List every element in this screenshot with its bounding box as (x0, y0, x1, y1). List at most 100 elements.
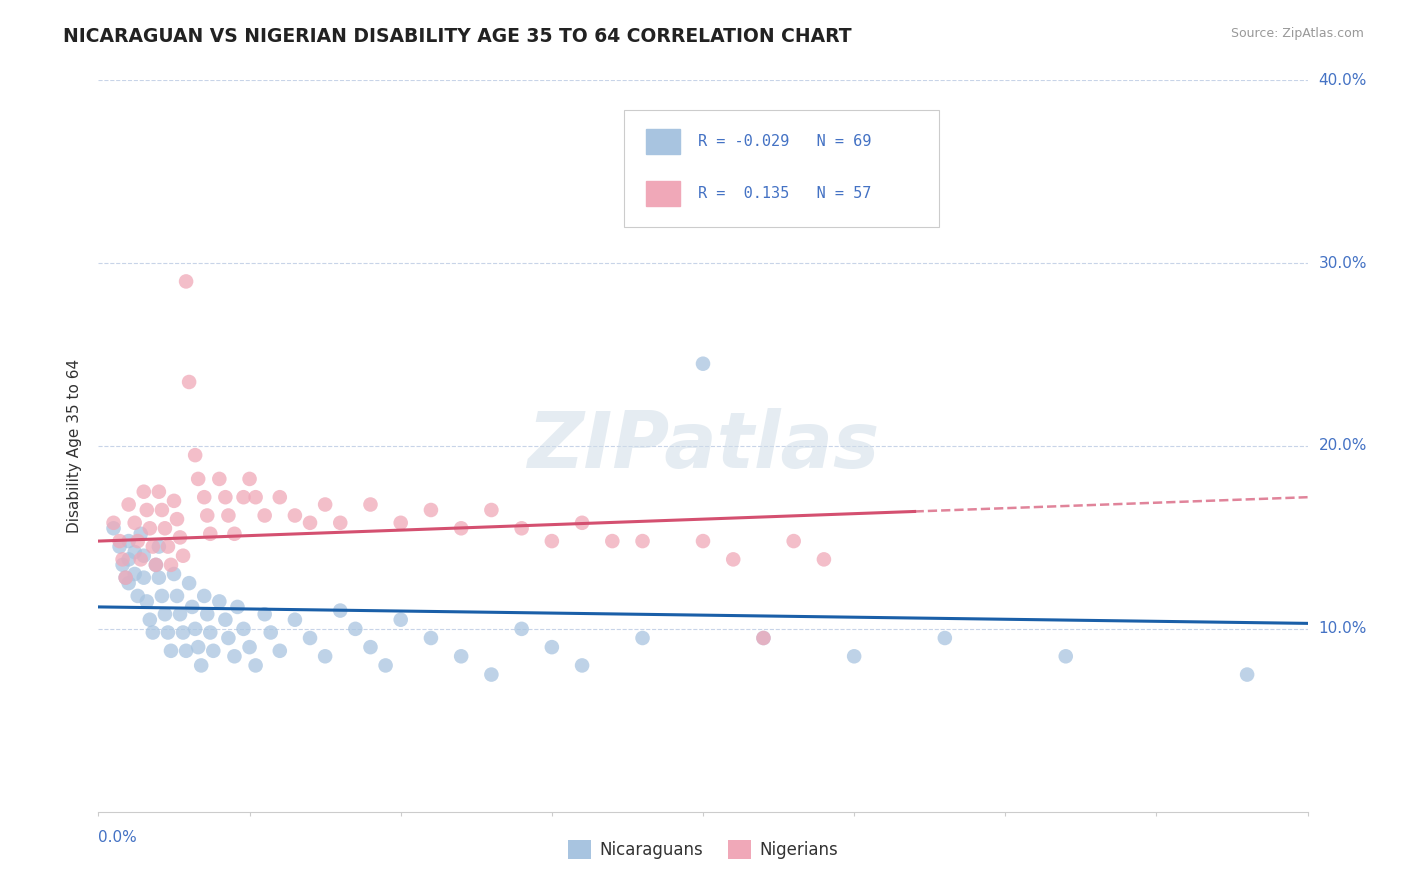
Point (103, 521, 125, 535)
Point (450, 521, 472, 535)
Point (360, 640, 382, 655)
Text: 30.0%: 30.0% (1319, 256, 1367, 270)
Point (156, 625, 179, 640)
Text: ZIPatlas: ZIPatlas (527, 408, 879, 484)
Point (124, 516, 146, 530)
Point (299, 516, 322, 530)
Point (420, 631, 443, 645)
Point (813, 552, 835, 566)
Point (118, 534, 141, 549)
Point (208, 472, 231, 486)
Point (217, 508, 239, 523)
Text: 10.0%: 10.0% (1319, 622, 1367, 636)
Point (150, 503, 173, 517)
Point (142, 625, 165, 640)
Point (329, 603, 352, 617)
Point (111, 552, 134, 566)
Point (260, 625, 283, 640)
Point (142, 540, 165, 554)
Point (934, 631, 956, 645)
Point (156, 540, 179, 554)
Point (187, 640, 209, 655)
Point (174, 644, 197, 658)
Point (132, 484, 155, 499)
Point (200, 526, 222, 541)
Point (232, 490, 254, 504)
Point (214, 490, 236, 504)
FancyBboxPatch shape (647, 181, 681, 205)
Point (344, 622, 367, 636)
Point (224, 649, 246, 664)
Point (844, 649, 866, 664)
Point (166, 512, 188, 526)
Point (360, 498, 382, 512)
Point (450, 649, 472, 664)
Point (269, 490, 291, 504)
Point (160, 558, 183, 572)
Point (172, 549, 194, 563)
Point (179, 375, 201, 389)
Text: R = -0.029   N = 69: R = -0.029 N = 69 (699, 134, 872, 149)
Point (299, 631, 322, 645)
Point (510, 521, 533, 535)
Point (631, 534, 654, 549)
Point (127, 589, 149, 603)
Point (752, 631, 775, 645)
Point (118, 552, 141, 566)
Point (224, 526, 246, 541)
Point (253, 607, 276, 622)
Point (214, 613, 236, 627)
Point (253, 508, 276, 523)
Point (208, 594, 231, 608)
Point (132, 571, 155, 585)
Point (148, 484, 170, 499)
Point (723, 552, 745, 566)
Point (420, 503, 443, 517)
Point (389, 516, 412, 530)
Point (510, 622, 533, 636)
Point (195, 508, 218, 523)
Legend: Nicaraguans, Nigerians: Nicaraguans, Nigerians (561, 833, 845, 865)
Point (200, 625, 222, 640)
FancyBboxPatch shape (624, 110, 939, 227)
Text: Source: ZipAtlas.com: Source: ZipAtlas.com (1230, 27, 1364, 40)
Point (148, 571, 170, 585)
Point (108, 534, 131, 549)
Point (129, 552, 152, 566)
Point (174, 275, 197, 289)
Text: 20.0%: 20.0% (1319, 439, 1367, 453)
Text: 40.0%: 40.0% (1319, 73, 1367, 87)
Point (145, 558, 167, 572)
Point (150, 589, 173, 603)
Point (226, 599, 249, 614)
Point (571, 516, 593, 530)
Point (374, 658, 396, 673)
Point (692, 534, 714, 549)
Point (540, 534, 562, 549)
Point (160, 644, 183, 658)
Point (217, 631, 239, 645)
Text: R =  0.135   N = 57: R = 0.135 N = 57 (699, 186, 872, 201)
Point (692, 357, 714, 371)
Point (195, 607, 218, 622)
Point (329, 516, 352, 530)
Point (540, 640, 562, 655)
Point (232, 622, 254, 636)
Point (129, 526, 152, 541)
Point (139, 521, 162, 535)
Point (163, 567, 186, 582)
Text: NICARAGUAN VS NIGERIAN DISABILITY AGE 35 TO 64 CORRELATION CHART: NICARAGUAN VS NIGERIAN DISABILITY AGE 35… (63, 27, 852, 45)
Point (135, 594, 157, 608)
Point (239, 640, 262, 655)
Point (114, 571, 136, 585)
Point (153, 607, 176, 622)
Point (135, 503, 157, 517)
Point (193, 589, 215, 603)
Point (172, 625, 194, 640)
Point (163, 494, 186, 508)
Point (245, 658, 267, 673)
Point (783, 534, 806, 549)
Point (124, 567, 146, 582)
Point (1236, 667, 1258, 681)
Point (284, 613, 307, 627)
